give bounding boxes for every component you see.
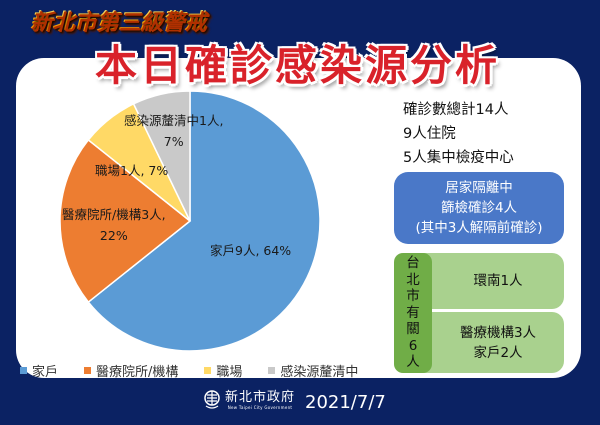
pie-slice-medical — [59, 138, 192, 304]
legend-label: 職場 — [216, 365, 243, 380]
legend-item-medical: 醫療院所/機構 — [84, 361, 178, 380]
logo-chinese-name: 新北市政府 — [225, 389, 296, 405]
pie-chart — [58, 89, 322, 353]
case-stats: 確診數總計14人 9人住院 5人集中檢疫中心 — [403, 98, 514, 170]
pie-label-medical-line1: 醫療院所/機構3人, — [62, 207, 166, 222]
taipei-related-label: 台 北 市 有 關 6 人 — [394, 253, 432, 373]
alert-level-title: 新北市第三級警戒 — [30, 4, 206, 36]
legend-label: 醫療院所/機構 — [96, 365, 179, 380]
stat-total: 確診數總計14人 — [403, 102, 509, 118]
home-isolation-box: 居家隔離中 篩檢確診4人 (其中3人解隔前確診) — [394, 172, 564, 244]
taipei-char: 人 — [406, 354, 420, 370]
stat-hospitalized: 9人住院 — [403, 126, 456, 142]
ntpc-logo: 新北市政府 New Taipei City Government — [203, 390, 295, 410]
pie-label-unknown-line2: 7% — [163, 134, 184, 149]
stat-quarantine-center: 5人集中檢疫中心 — [403, 150, 514, 166]
report-date: 2021/7/7 — [305, 392, 386, 413]
taipei-char: 有 — [406, 304, 420, 321]
main-title: 本日確診感染源分析 — [95, 41, 501, 90]
chart-legend: 家戶 醫療院所/機構 職場 感染源釐清中 — [20, 361, 358, 380]
legend-swatch-unknown-icon — [268, 367, 276, 374]
taipei-char: 關 — [406, 321, 420, 337]
legend-swatch-home-icon — [20, 367, 27, 374]
pie-slice-home — [87, 90, 321, 352]
taipei-medical-text: 醫療機構3人 — [459, 324, 537, 341]
taipei-huannan-box: 環南1人 — [410, 253, 564, 309]
pie-label-unknown-line1: 感染源釐清中1人, — [124, 113, 224, 128]
taipei-char: 市 — [406, 288, 420, 304]
legend-label: 家戶 — [32, 365, 59, 380]
pie-slice-unknown — [132, 90, 191, 222]
pie-label-home: 家戶9人, 64% — [210, 243, 292, 258]
taipei-home-text: 家戶2人 — [473, 344, 523, 361]
legend-swatch-medical-icon — [84, 367, 92, 374]
taipei-char: 北 — [406, 271, 420, 288]
legend-label: 感染源釐清中 — [280, 365, 359, 380]
taipei-char: 6 — [408, 337, 418, 354]
pie-label-medical: 醫療院所/機構3人, 22% — [62, 204, 166, 246]
pie-label-workplace: 職場1人, 7% — [95, 163, 169, 178]
legend-item-home: 家戶 — [20, 361, 58, 380]
pie-label-medical-line2: 22% — [99, 228, 128, 243]
ntpc-emblem-icon — [204, 390, 220, 409]
home-isolation-line1: 居家隔離中 — [445, 180, 513, 196]
home-isolation-line2: 篩檢確診4人 — [440, 200, 518, 216]
logo-english-name: New Taipei City Government — [227, 404, 293, 410]
taipei-huannan-text: 環南1人 — [473, 273, 523, 289]
taipei-char: 台 — [406, 255, 420, 271]
home-isolation-line3: (其中3人解隔前確診) — [415, 220, 543, 236]
legend-item-unknown: 感染源釐清中 — [268, 361, 358, 380]
taipei-medical-home-box: 醫療機構3人 家戶2人 — [410, 312, 564, 373]
pie-svg — [59, 90, 321, 352]
legend-item-workplace: 職場 — [204, 361, 242, 380]
legend-swatch-workplace-icon — [204, 367, 212, 374]
pie-label-unknown: 感染源釐清中1人, 7% — [124, 110, 223, 152]
